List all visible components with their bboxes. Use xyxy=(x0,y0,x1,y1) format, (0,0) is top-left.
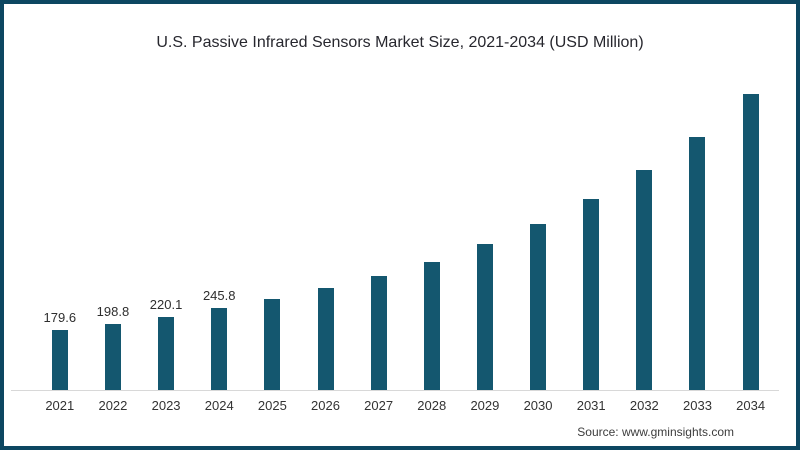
bar-value-label: 220.1 xyxy=(149,297,183,312)
bar-2023 xyxy=(158,317,175,390)
x-axis-label: 2030 xyxy=(523,398,553,413)
bar-2034 xyxy=(742,94,759,390)
x-axis-label: 2023 xyxy=(151,398,181,413)
bar-2027 xyxy=(370,276,387,390)
bar-2028 xyxy=(423,262,440,390)
x-axis-label: 2026 xyxy=(311,398,340,413)
bar-2024 xyxy=(211,308,228,390)
bar-value-label: 198.8 xyxy=(96,304,130,319)
x-axis-label: 2024 xyxy=(204,398,234,413)
x-axis-label: 2028 xyxy=(417,398,447,413)
bar-value-label: 245.8 xyxy=(202,288,236,303)
x-axis-label: 2027 xyxy=(364,398,394,413)
bar-2032 xyxy=(636,170,653,390)
bar-2022 xyxy=(104,324,121,390)
x-axis-label: 2025 xyxy=(257,398,287,413)
bar-2026 xyxy=(317,288,334,390)
x-axis-label: 2034 xyxy=(736,398,766,413)
bar-2030 xyxy=(530,224,547,390)
bar-2021 xyxy=(51,330,68,390)
x-axis-label: 2022 xyxy=(98,398,128,413)
x-axis-label: 2032 xyxy=(629,398,659,413)
source-text: Source: www.gminsights.com xyxy=(577,425,734,439)
x-axis-label: 2029 xyxy=(470,398,500,413)
bar-value-label: 179.6 xyxy=(43,310,77,325)
bar-2029 xyxy=(476,244,493,390)
plot-area: 179.6 2021 198.8 2022 220.1 2023 245.8 2024 2025… xyxy=(11,64,779,413)
bar-2031 xyxy=(583,199,600,390)
chart-title: U.S. Passive Infrared Sensors Market Siz… xyxy=(156,34,644,51)
x-axis-label: 2021 xyxy=(45,398,75,413)
x-axis-label: 2033 xyxy=(683,398,712,413)
bar-2025 xyxy=(264,299,281,390)
bar-2033 xyxy=(689,137,706,390)
x-axis-label: 2031 xyxy=(576,398,606,413)
